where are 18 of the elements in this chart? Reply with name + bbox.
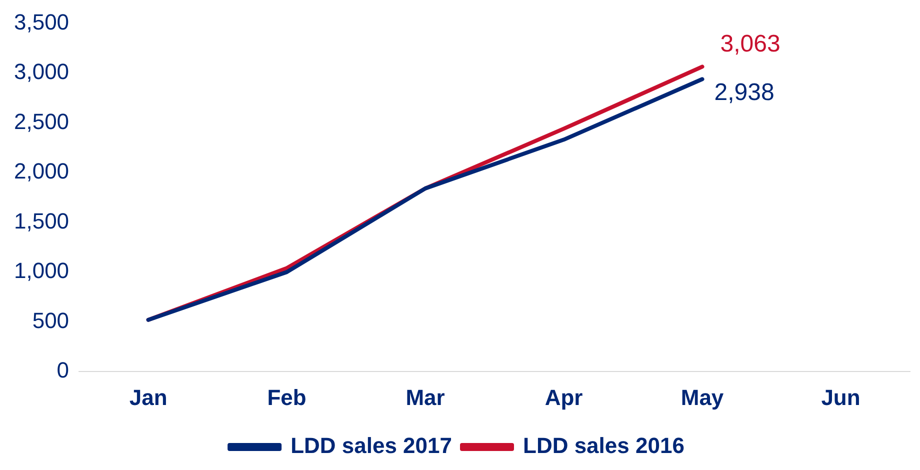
x-tick-label: Jan (129, 384, 168, 410)
data-label: 3,063 (720, 30, 780, 58)
x-tick-label: Feb (267, 384, 306, 410)
x-tick-label: Mar (406, 384, 446, 410)
data-label: 2,938 (714, 78, 774, 106)
y-tick-label: 3,500 (14, 9, 70, 34)
y-tick-label: 0 (56, 358, 70, 383)
y-tick-label: 2,500 (14, 108, 70, 134)
y-tick-label: 1,000 (14, 258, 70, 284)
y-tick-label: 1,500 (14, 208, 70, 234)
legend-label: LDD sales 2017 (290, 433, 452, 458)
x-tick-label: Apr (544, 384, 584, 410)
x-tick-label: May (680, 384, 724, 410)
y-tick-label: 500 (32, 308, 70, 333)
y-tick-label: 3,000 (14, 59, 70, 84)
y-tick-label: 2,000 (14, 158, 70, 184)
legend-label: LDD sales 2016 (523, 433, 684, 458)
x-tick-label: Jun (821, 384, 860, 410)
